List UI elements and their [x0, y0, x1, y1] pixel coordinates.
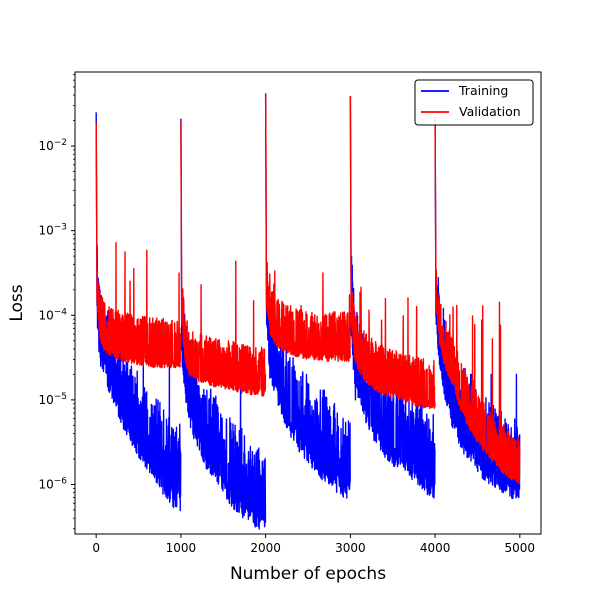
y-tick-label: 10−4: [38, 307, 67, 322]
y-tick-label: 10−3: [38, 223, 67, 238]
legend: Training Validation: [414, 79, 534, 126]
x-tick-label: 2000: [250, 541, 281, 555]
x-tick-label: 3000: [335, 541, 366, 555]
legend-label-validation: Validation: [459, 104, 521, 119]
y-tick-label: 10−6: [38, 476, 67, 491]
x-tick-label: 1000: [166, 541, 197, 555]
plot-frame: [74, 71, 542, 535]
series-training-cycle-5: [434, 117, 521, 500]
x-axis-title: Number of epochs: [230, 564, 386, 584]
series-training-cycle-3: [264, 93, 351, 499]
y-axis-title: Loss: [7, 284, 27, 321]
series-validation-cycle-1: [95, 122, 182, 369]
legend-label-training: Training: [458, 83, 508, 98]
y-tick-label: 10−2: [38, 138, 67, 153]
x-tick-label: 5000: [505, 541, 536, 555]
series-validation-cycle-5: [434, 118, 521, 485]
x-tick-label: 4000: [420, 541, 451, 555]
x-axis: 0 1000 2000 3000 4000 5000: [92, 534, 535, 555]
series-validation-line: [95, 93, 521, 485]
y-tick-label: 10−5: [38, 392, 67, 407]
series-layer: [95, 93, 521, 530]
x-tick-label: 0: [92, 541, 100, 555]
y-axis: 10−6 10−5 10−4 10−3 10−2: [38, 74, 75, 530]
series-validation-cycle-3: [264, 93, 351, 362]
series-validation-cycle-4: [349, 96, 436, 410]
series-validation-cycle-2: [180, 120, 267, 397]
series-training-cycle-2: [180, 118, 267, 530]
